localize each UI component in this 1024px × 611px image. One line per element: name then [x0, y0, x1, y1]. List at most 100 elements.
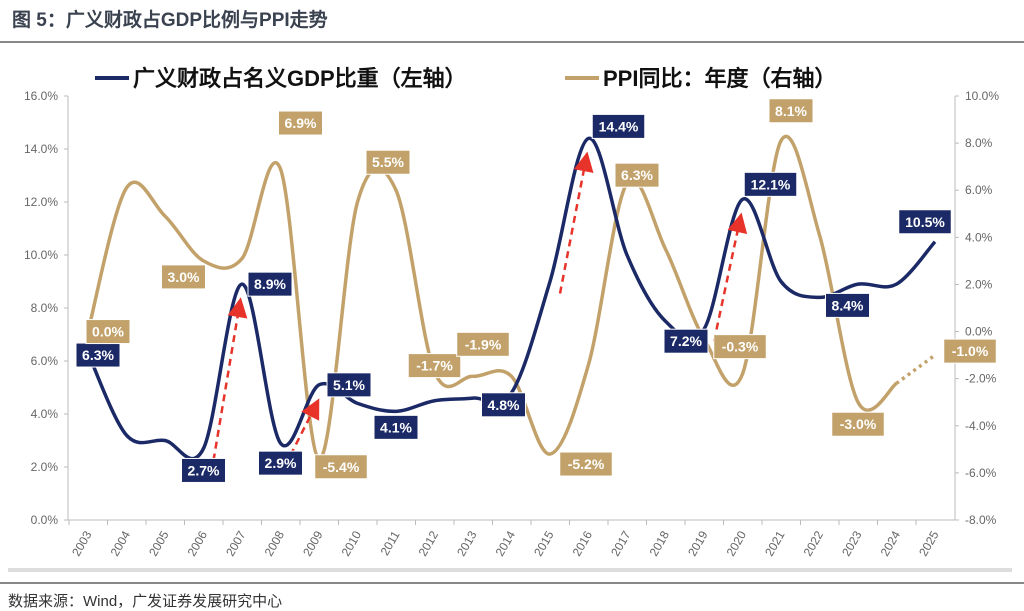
source-note: 数据来源：Wind，广发证券发展研究中心	[8, 593, 283, 610]
label-box	[181, 457, 226, 483]
label-text: 14.4%	[599, 118, 639, 134]
trend-arrow	[712, 212, 748, 342]
x-tick-label: 2022	[801, 528, 827, 558]
x-tick-label: 2015	[531, 528, 557, 558]
right-tick-label: -6.0%	[965, 466, 997, 480]
label-text: 8.4%	[832, 297, 864, 313]
left-tick-label: 0.0%	[31, 513, 59, 527]
fiscal-data-label: 14.4%	[591, 113, 646, 139]
label-box	[591, 113, 646, 139]
fiscal-data-label: 8.9%	[247, 271, 293, 297]
x-tick-label: 2010	[339, 528, 365, 558]
label-text: 2.7%	[188, 462, 220, 478]
x-tick-label: 2006	[185, 528, 211, 558]
trend-arrow	[212, 297, 248, 461]
label-text: -3.0%	[840, 416, 877, 432]
label-box	[161, 264, 206, 290]
label-text: 6.3%	[82, 347, 114, 363]
left-tick-label: 2.0%	[31, 460, 59, 474]
label-box	[326, 372, 372, 398]
label-text: -0.3%	[722, 339, 759, 355]
x-tick-label: 2016	[570, 528, 596, 558]
right-tick-label: -2.0%	[965, 372, 997, 386]
label-box	[314, 454, 368, 480]
fiscal-data-label: 2.7%	[181, 457, 226, 483]
ppi-forecast-line	[895, 353, 937, 385]
x-tick-label: 2024	[878, 528, 904, 558]
label-box	[407, 353, 462, 379]
x-tick-label: 2017	[608, 528, 634, 558]
label-text: -1.0%	[952, 343, 989, 359]
right-tick-label: 6.0%	[965, 183, 993, 197]
ppi-data-label: -1.0%	[943, 338, 997, 364]
left-tick-label: 4.0%	[31, 407, 59, 421]
chart: 0.0% 2.0% 4.0% 6.0% 8.0% 10.0% 12.0% 14.0% 16.0%…	[24, 66, 999, 559]
label-text: -1.9%	[465, 336, 502, 352]
ppi-line	[86, 134, 898, 461]
label-box	[943, 338, 997, 364]
x-tick-label: 2013	[454, 528, 480, 558]
x-tick-label: 2025	[916, 528, 942, 558]
divider	[0, 41, 1024, 43]
x-tick-label: 2019	[685, 528, 711, 558]
label-box	[278, 110, 323, 136]
x-tick-label: 2021	[762, 528, 788, 558]
left-tick-label: 14.0%	[24, 142, 58, 156]
left-tick-label: 10.0%	[24, 248, 58, 262]
label-text: 3.0%	[168, 269, 200, 285]
right-tick-label: 10.0%	[965, 89, 999, 103]
label-text: 4.1%	[380, 419, 412, 435]
x-tick-label: 2007	[223, 528, 249, 558]
label-text: 12.1%	[751, 176, 791, 192]
divider	[0, 582, 1024, 584]
ppi-data-label: -1.7%	[407, 353, 462, 379]
right-tick-label: 4.0%	[965, 230, 993, 244]
left-tick-label: 12.0%	[24, 195, 58, 209]
label-text: 8.1%	[775, 103, 807, 119]
right-tick-label: 2.0%	[965, 277, 993, 291]
x-tick-label: 2008	[262, 528, 288, 558]
fiscal-data-label: 8.4%	[825, 292, 870, 318]
ppi-data-label: 5.5%	[365, 149, 411, 175]
label-text: 8.9%	[254, 276, 286, 292]
x-tick-label: 2012	[416, 528, 442, 558]
trend-arrow	[289, 398, 320, 456]
label-box	[247, 271, 293, 297]
fiscal-data-label: 2.9%	[258, 450, 303, 476]
figure-title: 图 5：广义财政占GDP比例与PPI走势	[12, 10, 328, 31]
label-box	[743, 171, 798, 197]
left-tick-label: 8.0%	[31, 301, 59, 315]
ppi-data-label: -1.9%	[456, 331, 510, 357]
label-box	[825, 292, 870, 318]
label-text: -5.2%	[568, 456, 605, 472]
label-box	[768, 98, 814, 124]
x-tick-label: 2014	[493, 528, 519, 558]
label-box	[75, 342, 121, 368]
label-box	[663, 328, 709, 354]
label-box	[614, 162, 660, 188]
label-text: 2.9%	[265, 455, 297, 471]
right-tick-label: -4.0%	[965, 419, 997, 433]
ppi-data-label: -3.0%	[831, 411, 885, 437]
x-tick-label: 2005	[146, 528, 172, 558]
label-text: 7.2%	[670, 333, 702, 349]
x-tick-label: 2009	[300, 528, 326, 558]
label-text: 10.5%	[905, 214, 945, 230]
label-box	[456, 331, 510, 357]
legend-label: 广义财政占名义GDP比重（左轴）	[133, 66, 467, 91]
x-tick-label: 2011	[378, 528, 403, 558]
label-text: 4.8%	[488, 397, 520, 413]
fiscal-data-label: 4.1%	[373, 414, 419, 440]
label-box	[559, 451, 613, 477]
x-tick-label: 2020	[724, 528, 750, 558]
ppi-data-label: 6.9%	[278, 110, 323, 136]
fiscal-data-label: 7.2%	[663, 328, 709, 354]
label-box	[831, 411, 885, 437]
fiscal-data-label: 12.1%	[743, 171, 798, 197]
ppi-data-label: 3.0%	[161, 264, 206, 290]
label-box	[85, 319, 131, 345]
ppi-data-label: -5.4%	[314, 454, 368, 480]
label-text: 6.3%	[621, 167, 653, 183]
label-box	[898, 209, 952, 235]
